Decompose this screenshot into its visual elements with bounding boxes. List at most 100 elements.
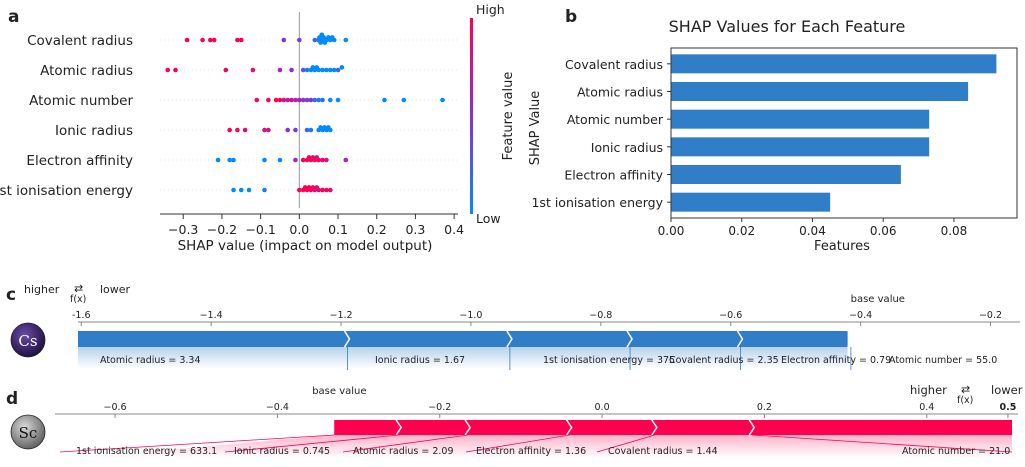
feature-label: Ionic radius <box>55 123 133 139</box>
shap-point <box>316 157 321 163</box>
shap-point <box>327 97 333 103</box>
shap-point <box>262 187 267 193</box>
element-symbol: Sc <box>19 424 38 442</box>
chart-title: SHAP Values for Each Feature <box>669 17 906 36</box>
shap-point <box>324 67 329 73</box>
x-tick-label: 0.0 <box>595 402 610 413</box>
bar <box>671 137 930 157</box>
y-tick-label: 1st ionisation energy <box>531 195 663 210</box>
arrows-icon: ⇄ <box>74 282 83 295</box>
segment-separator <box>748 419 756 436</box>
shap-point <box>262 127 267 133</box>
shap-point <box>200 37 205 43</box>
shap-point <box>266 97 271 103</box>
segment-separator <box>651 419 658 436</box>
shap-point <box>440 97 445 103</box>
colorbar <box>470 18 473 214</box>
force-feature-label: Atomic radius = 3.34 <box>100 355 201 366</box>
shap-point <box>316 187 321 193</box>
shap-point <box>312 37 318 43</box>
shap-point <box>285 97 291 103</box>
shap-point <box>289 97 294 103</box>
plot-frame <box>670 47 1018 219</box>
bar <box>671 165 901 184</box>
shap-point <box>297 97 302 103</box>
shap-point <box>277 97 283 103</box>
shap-point <box>327 67 333 73</box>
segment-separator <box>395 419 403 436</box>
panel-letter-d: d <box>6 389 18 409</box>
colorbar-high-label: High <box>476 2 505 17</box>
element-ball-cs <box>10 322 46 358</box>
force-feature-label: Atomic number = 21.0 <box>902 446 1010 457</box>
x-tick-label: 0.4 <box>919 402 934 413</box>
shap-point <box>324 157 329 163</box>
shap-point <box>304 97 310 103</box>
force-feature-label: Atomic radius = 2.09 <box>353 446 454 457</box>
shap-point <box>238 37 244 43</box>
shap-point <box>266 127 271 133</box>
lower-label: lower <box>100 283 131 296</box>
x-axis-label: Features <box>814 239 870 254</box>
colorbar-title: Feature value <box>501 72 516 161</box>
segment-separator <box>847 330 854 348</box>
shap-point <box>308 97 314 103</box>
shap-point <box>300 97 306 103</box>
segment-leader <box>224 434 400 453</box>
force-feature-label: Atomic number = 55.0 <box>889 355 997 366</box>
force-feature-label: Electron affinity = 1.36 <box>476 446 586 457</box>
force-feature-label: Ionic radius = 1.67 <box>375 355 465 366</box>
x-tick-label: 0.06 <box>870 224 897 238</box>
x-tick-label: −0.6 <box>719 310 742 321</box>
shap-point <box>184 37 190 43</box>
force-feature-label: Ionic radius = 0.745 <box>234 446 330 457</box>
x-tick-label: −1.2 <box>329 310 352 321</box>
shap-point <box>324 187 329 193</box>
shap-point <box>281 37 287 43</box>
shap-point <box>173 67 178 73</box>
shap-point <box>339 65 345 70</box>
shap-point <box>238 187 244 193</box>
x-tick-label: 0.2 <box>367 222 387 237</box>
x-tick-label: 0.0 <box>289 222 309 237</box>
x-tick-label: −0.4 <box>266 402 289 413</box>
shap-point <box>297 187 302 193</box>
segment-separator <box>506 330 513 348</box>
feature-label: Atomic radius <box>40 63 133 79</box>
shap-point <box>223 67 229 73</box>
panel-b-bar-chart: b SHAP Values for Each Feature Covalent ra… <box>528 7 1018 254</box>
feature-label: Covalent radius <box>27 33 133 49</box>
x-tick-label: −0.8 <box>589 310 612 321</box>
x-tick-label: −0.2 <box>428 402 451 413</box>
x-tick-label: 0.00 <box>658 224 685 238</box>
segment-separator <box>464 419 472 436</box>
force-shadow <box>74 435 1012 458</box>
y-tick-label: Covalent radius <box>565 57 663 72</box>
y-tick-label: Ionic radius <box>591 140 663 155</box>
segment-separator <box>736 330 744 348</box>
force-feature-label: Electron affinity = 0.79 <box>781 355 891 366</box>
segment-leader <box>752 434 1013 453</box>
shap-point <box>401 97 407 103</box>
higher-label: higher <box>910 383 947 397</box>
segment-separator <box>565 419 573 436</box>
shap-point <box>335 97 341 103</box>
y-axis-label: SHAP Value <box>528 91 543 166</box>
x-tick-label: 0.08 <box>941 224 968 238</box>
shap-point <box>327 187 333 193</box>
x-tick-label: −1.0 <box>459 310 482 321</box>
shap-point <box>293 157 298 163</box>
shap-point <box>235 127 240 133</box>
x-tick-label: 0.3 <box>405 222 425 237</box>
segment-leader <box>596 434 655 453</box>
shap-point <box>382 97 387 103</box>
shap-point <box>312 97 318 103</box>
x-tick-label: 0.5 <box>1000 402 1017 413</box>
shap-point <box>343 37 349 43</box>
shap-point <box>293 127 298 133</box>
fx-label: f(x) <box>70 294 86 305</box>
feature-label: Atomic number <box>29 93 133 109</box>
panel-letter-c: c <box>6 285 16 305</box>
x-tick-label: −0.1 <box>245 222 275 237</box>
bar <box>671 54 997 74</box>
